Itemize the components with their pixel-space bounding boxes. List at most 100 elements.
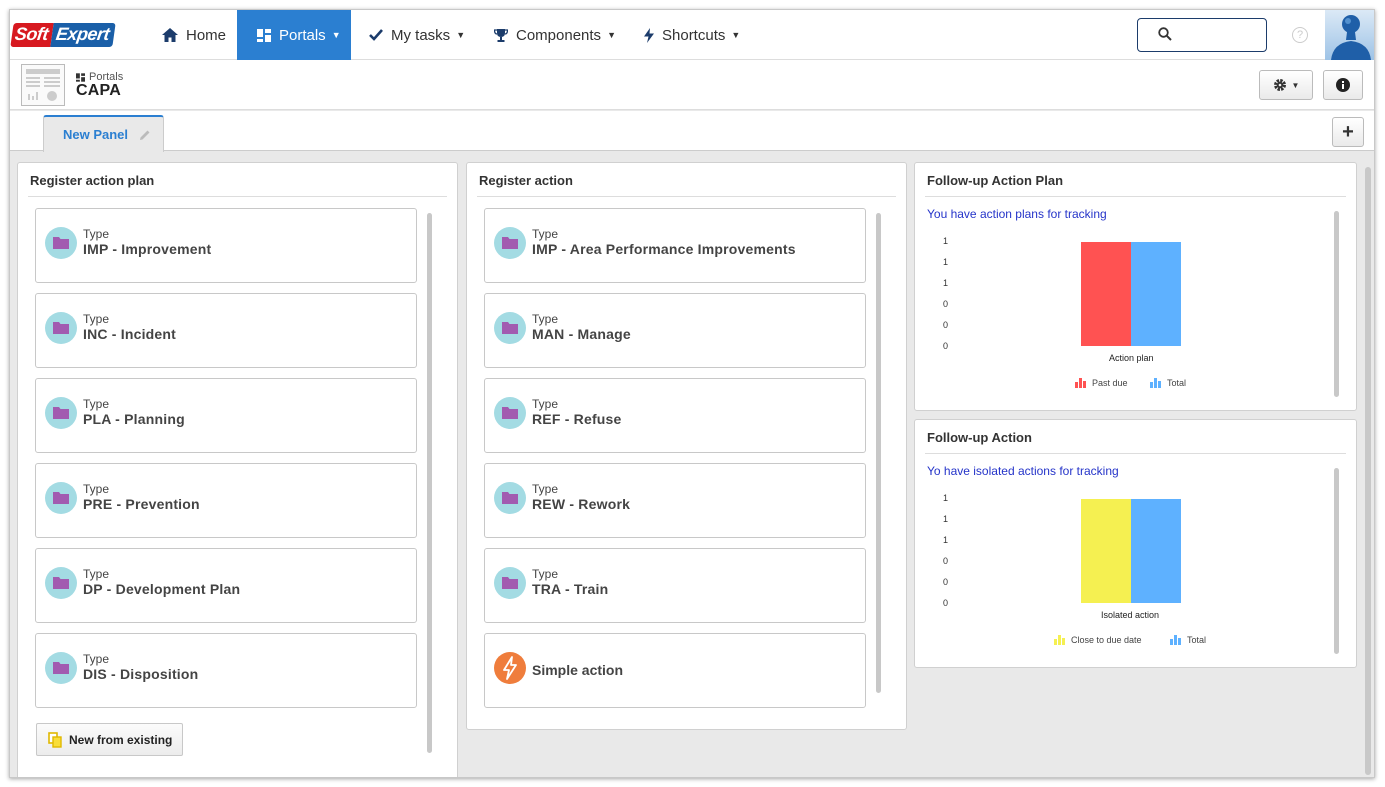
folder-icon [45,227,77,259]
action-plan-type-card[interactable]: Type INC - Incident [35,293,417,368]
folder-icon [494,312,526,344]
y-tick-label: 1 [943,236,949,246]
dashboard-icon [76,72,85,82]
settings-button[interactable]: ▼ [1259,70,1313,100]
avatar[interactable] [1325,10,1374,60]
card-type-label: Type [532,482,559,496]
y-tick-label: 1 [943,278,949,288]
legend-label: Close to due date [1071,635,1142,645]
nav-portals[interactable]: Portals ▼ [237,10,351,60]
card-type-name: IMP - Area Performance Improvements [532,241,796,257]
search-input[interactable] [1180,25,1260,45]
x-category-label: Isolated action [1101,610,1160,620]
bar-past-due[interactable] [1081,242,1131,346]
action-type-card[interactable]: Type TRA - Train [484,548,866,623]
scrollbar[interactable] [427,213,432,753]
card-type-name: DIS - Disposition [83,666,199,682]
add-panel-button[interactable]: + [1332,117,1364,147]
page-scrollbar[interactable] [1365,167,1371,775]
folder-icon [45,397,77,429]
scrollbar[interactable] [876,213,881,693]
legend-label: Past due [1092,378,1128,388]
card-type-name: INC - Incident [83,326,177,342]
nav-shortcuts[interactable]: Shortcuts ▼ [644,10,740,60]
card-type-label: Type [532,227,559,241]
panel-divider [925,453,1346,454]
card-type-name: PRE - Prevention [83,496,200,512]
card-type-name: IMP - Improvement [83,241,212,257]
y-tick-label: 1 [943,493,949,503]
bolt-icon [644,27,654,43]
action-plan-type-card[interactable]: Type PLA - Planning [35,378,417,453]
copy-icon [48,732,62,748]
chart-subtitle[interactable]: Yo have isolated actions for tracking [927,464,1119,478]
y-tick-label: 1 [943,535,949,545]
action-plan-type-card[interactable]: Type PRE - Prevention [35,463,417,538]
card-type-label: Type [532,567,559,581]
app-window: Soft Expert Home Portals ▼ My tasks ▼ [9,9,1375,778]
bar-chart-icon [1170,635,1182,645]
legend-item-close-to-due-date[interactable]: Close to due date [1054,635,1142,645]
search-icon [1158,27,1172,41]
scrollbar[interactable] [1334,468,1339,654]
info-button[interactable] [1323,70,1363,100]
panel-title: Follow-up Action Plan [927,173,1064,188]
panel-divider [925,196,1346,197]
dashboard-icon [257,28,271,42]
simple-action-card[interactable]: Simple action [484,633,866,708]
action-type-card[interactable]: Type MAN - Manage [484,293,866,368]
breadcrumb[interactable]: Portals [76,71,123,83]
chevron-down-icon: ▼ [456,30,466,40]
portal-thumbnail [21,64,65,106]
card-type-name: DP - Development Plan [83,581,241,597]
folder-icon [45,652,77,684]
nav-components[interactable]: Components ▼ [494,10,616,60]
gear-icon [1273,78,1287,92]
action-type-card[interactable]: Type REF - Refuse [484,378,866,453]
y-tick-label: 0 [943,320,949,330]
x-category-label: Action plan [1109,353,1154,363]
register-action-panel: Register action Type IMP - Area Performa… [466,162,907,730]
folder-icon [45,567,77,599]
tab-new-panel[interactable]: New Panel [43,115,164,152]
legend-item-total[interactable]: Total [1150,378,1186,388]
bar-total[interactable] [1131,499,1181,603]
y-tick-label: 0 [943,299,949,309]
pencil-icon[interactable] [139,129,151,141]
folder-icon [494,227,526,259]
search-box[interactable] [1137,18,1267,52]
action-plan-type-card[interactable]: Type DP - Development Plan [35,548,417,623]
chart-subtitle[interactable]: You have action plans for tracking [927,207,1107,221]
logo-soft-text: Soft [10,23,54,47]
nav-home[interactable]: Home [162,10,226,60]
legend-item-past-due[interactable]: Past due [1075,378,1128,388]
bar-close-to-due-date[interactable] [1081,499,1131,603]
checkmark-icon [369,29,383,41]
trophy-icon [494,28,508,42]
simple-action-label: Simple action [532,662,624,678]
scrollbar[interactable] [1334,211,1339,397]
nav-components-label: Components [516,26,602,44]
action-plan-type-card[interactable]: Type DIS - Disposition [35,633,417,708]
action-type-card[interactable]: Type IMP - Area Performance Improvements [484,208,866,283]
bar-total[interactable] [1131,242,1181,346]
chevron-down-icon: ▼ [1291,80,1300,90]
chevron-down-icon: ▼ [331,30,341,40]
action-plan-type-card[interactable]: Type IMP - Improvement [35,208,417,283]
page-header: Portals CAPA ▼ [10,60,1374,110]
card-type-name: TRA - Train [532,581,609,597]
y-tick-label: 0 [943,598,949,608]
nav-home-label: Home [186,26,227,44]
legend-item-total[interactable]: Total [1170,635,1206,645]
action-type-card[interactable]: Type REW - Rework [484,463,866,538]
softexpert-logo[interactable]: Soft Expert [10,22,116,48]
card-type-name: REW - Rework [532,496,631,512]
card-type-label: Type [83,397,110,411]
folder-icon [494,482,526,514]
tab-new-panel-label: New Panel [63,127,129,142]
new-from-existing-button[interactable]: New from existing [36,723,183,756]
help-icon[interactable]: ? [1292,27,1308,43]
new-from-existing-label: New from existing [69,732,173,747]
nav-my-tasks[interactable]: My tasks ▼ [369,10,465,60]
panel-title: Register action [479,173,573,188]
